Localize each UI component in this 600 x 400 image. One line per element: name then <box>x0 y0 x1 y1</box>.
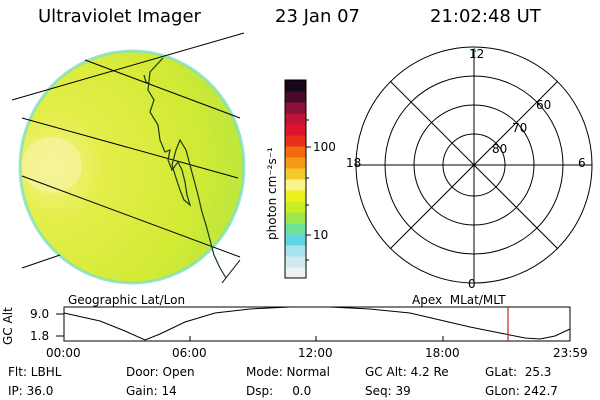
colorbar-band <box>285 190 306 202</box>
coastline <box>147 57 227 279</box>
polar-lat-80: 80 <box>492 142 508 156</box>
colorbar-band <box>285 223 306 235</box>
polar-lat-60: 60 <box>536 98 552 112</box>
info-gc-alt: GC Alt: 4.2 Re <box>365 365 449 379</box>
orbit-xtick-4: 23:59 <box>553 346 588 360</box>
polar-label-12: 12 <box>469 47 485 61</box>
apex-label: Apex MLat/MLT <box>412 293 506 307</box>
colorbar-band <box>285 256 306 268</box>
orbit-panel <box>56 306 571 342</box>
disk-fill <box>20 51 244 283</box>
colorbar-band <box>285 201 306 213</box>
colorbar-band <box>285 146 306 158</box>
colorbar-band <box>285 113 306 125</box>
polar-diag-2 <box>389 80 559 250</box>
colorbar-band <box>285 267 306 279</box>
info-dsp: Dsp: 0.0 <box>246 384 312 398</box>
colorbar-band <box>285 91 306 103</box>
info-mode: Mode: Normal <box>246 365 330 379</box>
info-door: Door: Open <box>126 365 195 379</box>
time-label: 21:02:48 UT <box>430 6 541 27</box>
colorbar-unit-label: photon cm⁻²s⁻¹ <box>265 147 279 240</box>
colorbar-band <box>285 157 306 169</box>
orbit-xtick-3: 18:00 <box>425 346 460 360</box>
colorbar-label-10: 10 <box>313 228 329 242</box>
colorbar-frame <box>284 79 307 279</box>
orbit-xtick-1: 06:00 <box>172 346 207 360</box>
instrument-title: Ultraviolet Imager <box>38 6 201 27</box>
orbit-altitude-curve <box>63 306 571 341</box>
polar-plot <box>355 46 593 284</box>
colorbar <box>285 80 306 279</box>
grid-line-5 <box>21 254 61 269</box>
grid-line-1 <box>11 32 245 101</box>
info-gain: Gain: 14 <box>126 384 177 398</box>
orbit-y-bottom: 1.8 <box>30 329 50 343</box>
grid-line-4 <box>21 175 241 258</box>
info-glat: GLat: 25.3 <box>485 365 552 379</box>
colorbar-band <box>285 124 306 136</box>
colorbar-band <box>285 102 306 114</box>
orbit-frame <box>63 306 571 342</box>
colorbar-band <box>285 179 306 191</box>
info-seq: Seq: 39 <box>365 384 411 398</box>
polar-label-18: 18 <box>346 156 362 170</box>
orbit-xtick-2: 12:00 <box>298 346 333 360</box>
colorbar-band <box>285 168 306 180</box>
date-label: 23 Jan 07 <box>275 6 360 27</box>
info-flt: Flt: LBHL <box>8 365 62 379</box>
polar-marker <box>472 45 477 53</box>
latlon-grid <box>11 32 245 284</box>
disk-edge <box>18 49 246 285</box>
colorbar-band <box>285 80 306 92</box>
coastline-island <box>143 74 151 85</box>
polar-label-0: 0 <box>468 277 476 291</box>
info-glon: GLon: 242.7 <box>485 384 558 398</box>
polar-label-6: 6 <box>578 156 586 170</box>
polar-lat-70: 70 <box>512 121 528 135</box>
orbit-axis-label: GC Alt <box>1 307 15 345</box>
uv-image-disk <box>18 49 246 285</box>
colorbar-band <box>285 212 306 224</box>
orbit-xtick-0: 00:00 <box>46 346 81 360</box>
grid-line-2 <box>84 59 241 119</box>
grid-line-3 <box>21 117 239 179</box>
colorbar-band <box>285 245 306 257</box>
colorbar-band <box>285 135 306 147</box>
grid-line-6 <box>221 259 241 284</box>
colorbar-label-100: 100 <box>313 140 336 154</box>
info-ip: IP: 36.0 <box>8 384 54 398</box>
geographic-label: Geographic Lat/Lon <box>68 293 186 307</box>
orbit-y-top: 9.0 <box>30 307 50 321</box>
bright-patch <box>22 137 82 193</box>
colorbar-band <box>285 234 306 246</box>
